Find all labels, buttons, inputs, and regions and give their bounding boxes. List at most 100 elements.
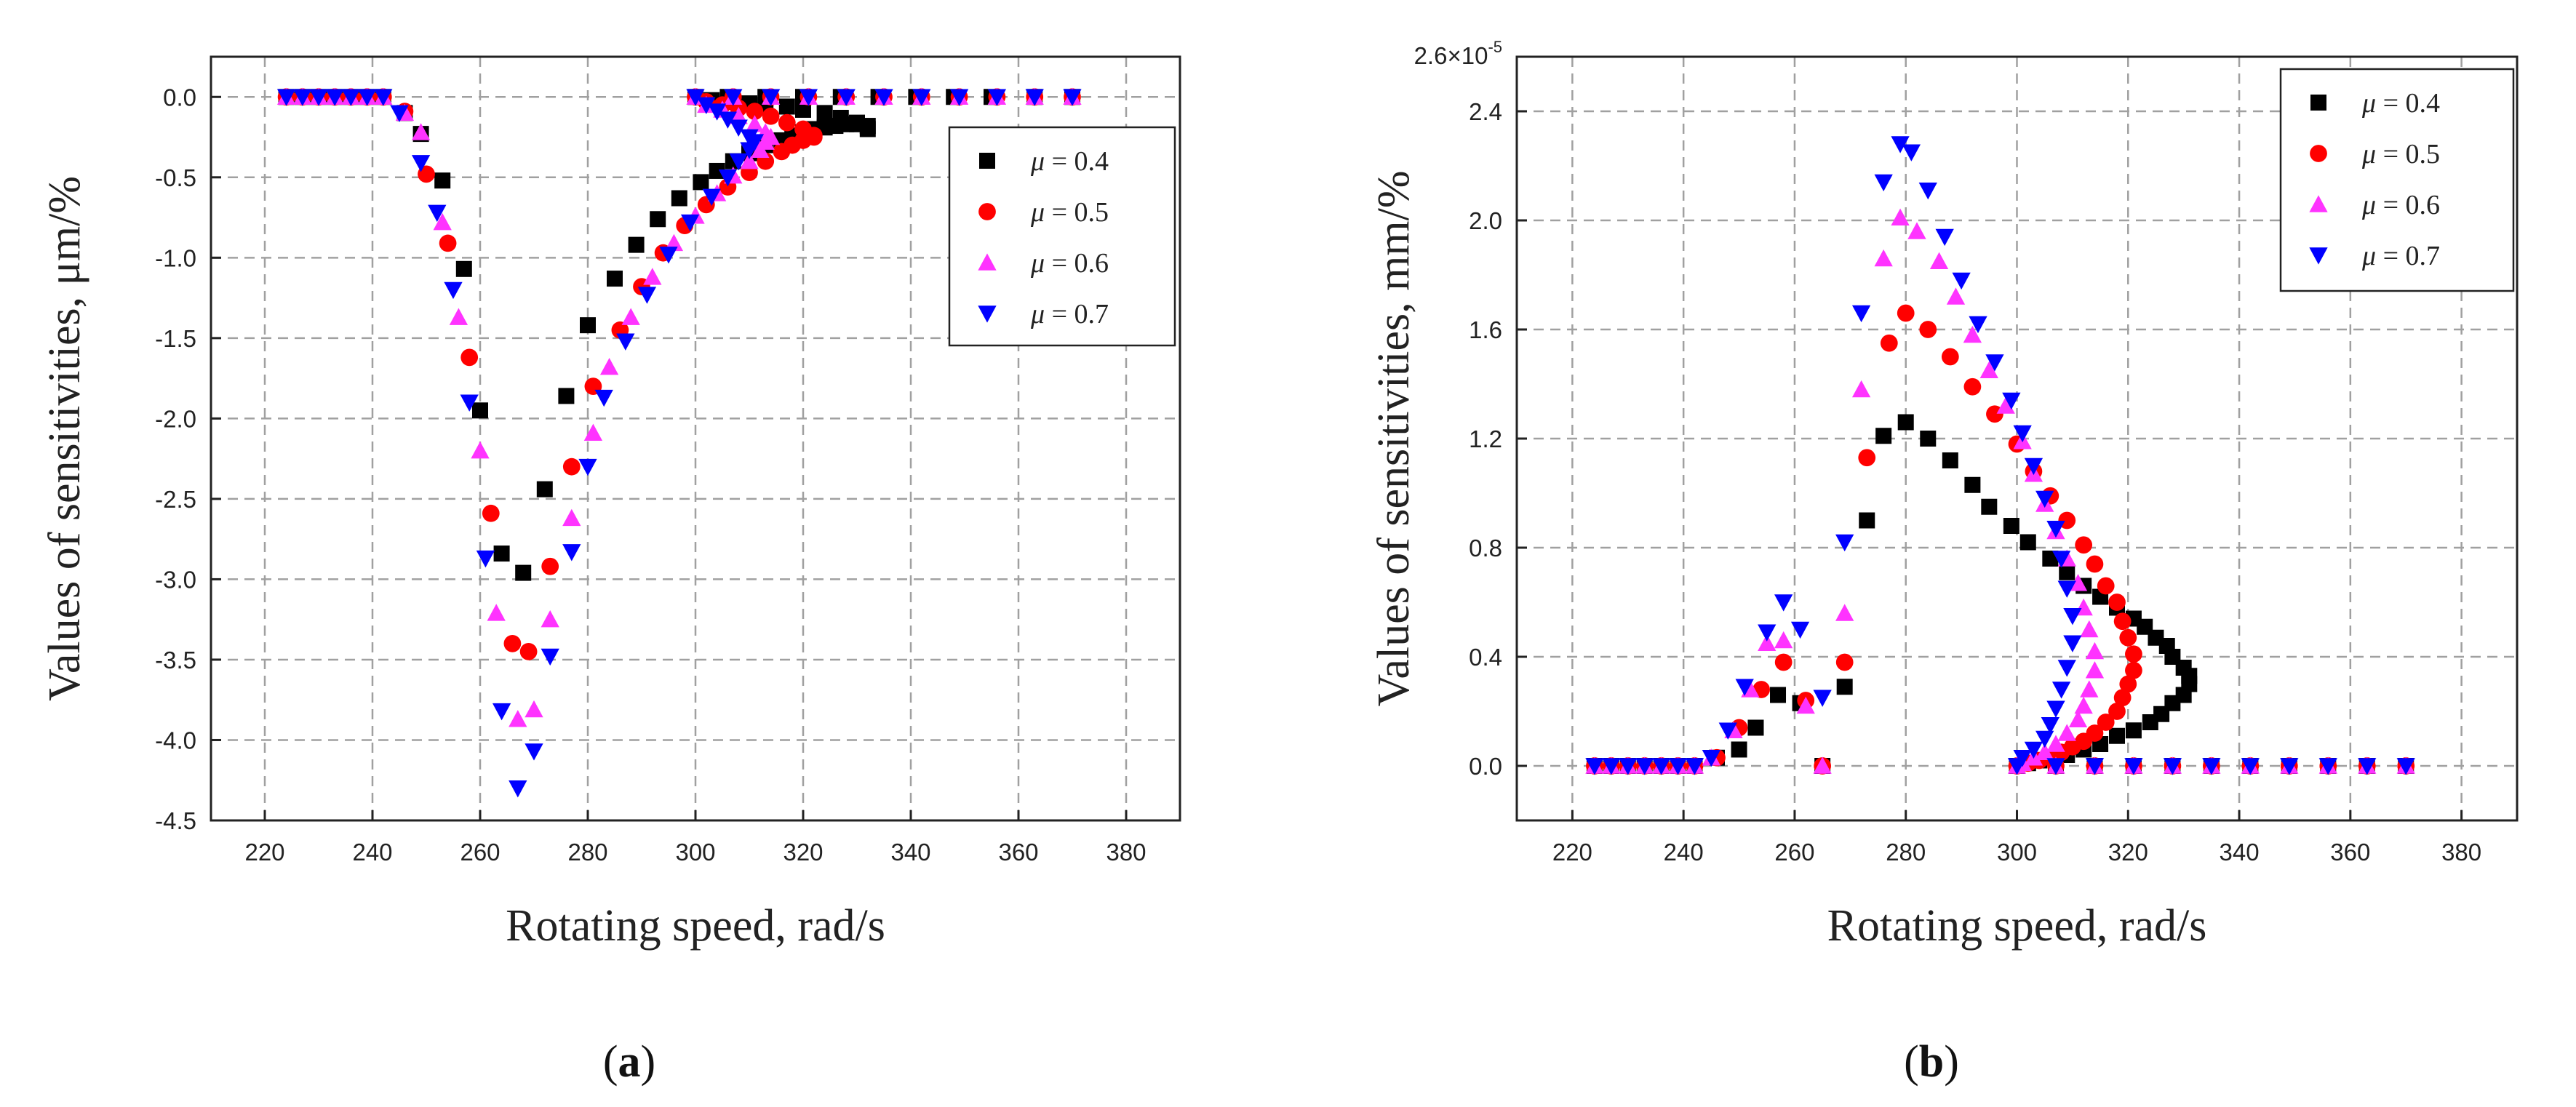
series-0.4 — [1586, 414, 2414, 774]
data-point — [525, 743, 543, 761]
data-point — [2057, 660, 2076, 677]
data-point — [460, 394, 479, 412]
data-point — [1851, 305, 1871, 323]
data-point — [357, 89, 377, 106]
data-point — [1859, 512, 1875, 529]
data-point — [444, 281, 463, 300]
data-point — [460, 348, 479, 367]
data-point — [2035, 743, 2054, 761]
data-point — [837, 89, 856, 106]
data-point — [515, 564, 532, 581]
data-point — [476, 550, 495, 568]
data-point — [1770, 687, 1787, 703]
data-point — [2041, 716, 2059, 735]
y-tick-label: -0.5 — [155, 164, 196, 191]
data-point — [2085, 758, 2105, 775]
data-point — [746, 103, 764, 121]
data-point — [1668, 758, 1688, 775]
data-point — [309, 89, 328, 106]
x-tick-label: 280 — [1886, 839, 1926, 866]
data-point — [1919, 321, 1937, 338]
data-point — [1880, 334, 1898, 352]
y-tick-label: 2.4 — [1469, 98, 1502, 125]
y-tick-label: 0.0 — [1469, 753, 1502, 780]
data-point — [874, 89, 893, 106]
data-point — [1731, 741, 1747, 758]
data-point — [740, 129, 759, 147]
data-point — [1813, 756, 1832, 774]
data-point — [2002, 392, 2021, 410]
data-point — [434, 172, 451, 189]
data-point — [1963, 325, 1982, 343]
data-point — [637, 287, 657, 304]
data-point — [2080, 680, 2099, 698]
y-tick-label: 0.8 — [1469, 535, 1502, 562]
data-point — [2003, 518, 2019, 534]
data-point — [2024, 741, 2043, 759]
x-tick-label: 340 — [2220, 839, 2260, 866]
data-point — [2396, 758, 2415, 775]
data-point — [2124, 758, 2143, 775]
data-point — [493, 545, 510, 562]
x-tick-label: 300 — [675, 839, 715, 866]
x-tick-label: 360 — [2330, 839, 2370, 866]
data-point — [650, 211, 666, 228]
legend-entry-label: μ = 0.4 — [2361, 88, 2440, 119]
x-tick-label: 240 — [352, 839, 392, 866]
legend-marker — [2310, 145, 2327, 162]
data-point — [2163, 758, 2182, 775]
data-point — [659, 247, 678, 264]
x-tick-label: 380 — [2441, 839, 2481, 866]
x-tick-label: 240 — [1664, 839, 1704, 866]
data-point — [1874, 174, 1893, 192]
data-point — [1025, 89, 1044, 106]
data-point — [2035, 490, 2054, 508]
data-point — [509, 780, 527, 798]
data-point — [1964, 476, 1981, 493]
data-point — [2113, 612, 2132, 631]
data-point — [1897, 304, 1915, 322]
series-0.7 — [276, 89, 1082, 798]
data-point — [2108, 594, 2126, 611]
data-point — [1635, 758, 1654, 775]
data-point — [471, 441, 490, 459]
data-point — [2051, 682, 2071, 699]
y-tick-label: -4.0 — [155, 727, 196, 754]
legend-entry-label: μ = 0.4 — [1030, 146, 1109, 177]
data-point — [1619, 758, 1638, 775]
data-point — [1979, 361, 1998, 379]
data-point — [1929, 252, 1949, 270]
data-point — [578, 458, 597, 476]
data-point — [832, 110, 849, 126]
data-point — [1774, 653, 1793, 671]
data-point — [2097, 577, 2115, 595]
series-0.6 — [1585, 208, 2415, 774]
data-point — [519, 643, 538, 660]
legend: μ = 0.4 μ = 0.5 μ = 0.6 μ = 0.7 — [2279, 68, 2515, 292]
data-point — [2068, 574, 2088, 591]
x-tick-label: 380 — [1106, 839, 1146, 866]
data-point — [1835, 653, 1854, 671]
data-point — [2108, 703, 2126, 720]
data-point — [1891, 208, 1910, 226]
legend-marker — [978, 203, 996, 220]
data-point — [799, 89, 818, 106]
legend-entry-label: μ = 0.7 — [1030, 299, 1109, 329]
y-tick-label: 1.6 — [1469, 316, 1502, 343]
data-point — [1758, 634, 1777, 652]
y-tick-label: -2.0 — [155, 405, 196, 432]
panel-b-chart: 220 240 260 280 300 320 340 360 380 0.0 0.4 0.8 1.2 1… — [1369, 38, 2519, 1087]
data-point — [912, 89, 931, 106]
panel-label: (b) — [1904, 1037, 1959, 1087]
legend-marker — [2309, 195, 2328, 212]
data-point — [680, 214, 700, 232]
y-tick-label: -1.0 — [155, 244, 196, 271]
legend-marker — [2309, 247, 2328, 265]
data-point — [1063, 89, 1082, 106]
data-point — [541, 648, 559, 666]
data-point — [455, 260, 472, 277]
x-tick-label: 320 — [2108, 839, 2148, 866]
data-point — [509, 710, 527, 727]
data-point — [849, 114, 865, 131]
